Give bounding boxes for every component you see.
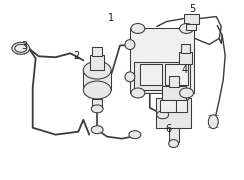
Ellipse shape [180,24,193,33]
Bar [140,64,163,85]
Bar [92,47,102,56]
Ellipse shape [131,24,145,33]
Bar [156,98,192,128]
Ellipse shape [182,91,190,101]
Bar [179,52,193,64]
Ellipse shape [91,105,103,113]
Bar [169,128,179,142]
Ellipse shape [131,88,145,98]
Text: 4: 4 [182,65,188,75]
Ellipse shape [125,40,135,50]
Ellipse shape [91,126,103,134]
Bar [130,28,194,93]
Text: 6: 6 [165,124,171,134]
Text: 2: 2 [73,51,79,61]
Ellipse shape [83,81,111,99]
Text: 3: 3 [21,41,27,51]
Bar [165,64,188,85]
Ellipse shape [129,131,141,139]
Ellipse shape [208,115,218,129]
Ellipse shape [169,140,179,148]
Bar [186,24,196,30]
Bar [176,100,187,112]
Text: 1: 1 [108,13,114,23]
Bar [160,100,176,112]
Bar [83,70,111,90]
Ellipse shape [83,61,111,79]
Bar [181,64,191,92]
Ellipse shape [180,88,193,98]
Bar [134,62,191,90]
Bar [169,76,179,87]
Ellipse shape [15,44,27,52]
Ellipse shape [157,111,169,119]
Bar [181,44,191,53]
Bar [183,14,199,24]
Text: 5: 5 [189,4,195,14]
Bar [162,86,185,100]
Bar [90,55,104,70]
Ellipse shape [125,72,135,82]
Bar [92,99,102,109]
Ellipse shape [12,42,30,54]
